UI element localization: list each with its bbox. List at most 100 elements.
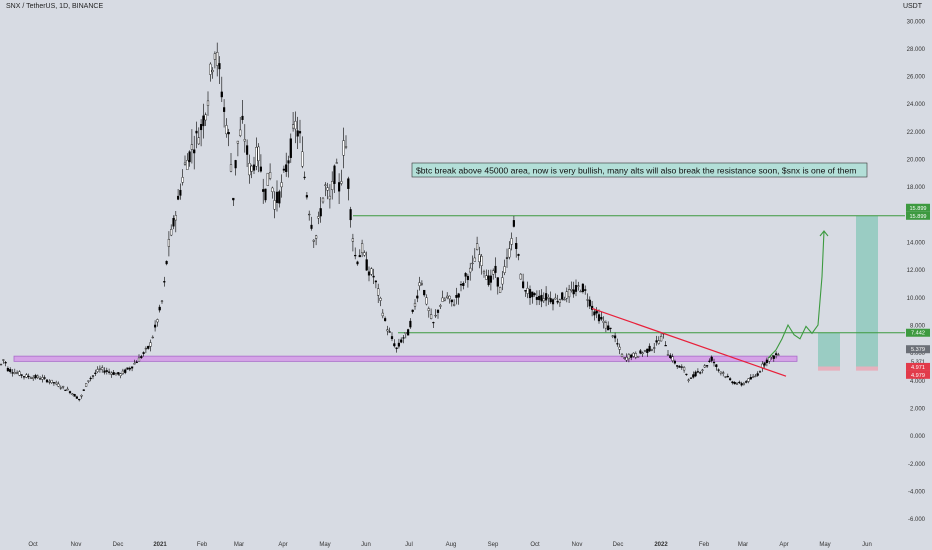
candle-body bbox=[641, 352, 644, 355]
candle-body bbox=[655, 340, 658, 343]
y-tick-label: -2.000 bbox=[908, 462, 926, 468]
candle-body bbox=[202, 115, 205, 127]
candle-body bbox=[586, 299, 589, 301]
candle-body bbox=[505, 257, 509, 259]
candle-body bbox=[630, 354, 633, 358]
candle-body bbox=[94, 372, 97, 374]
x-tick-label: Mar bbox=[234, 542, 244, 548]
candle-body bbox=[285, 164, 288, 172]
candle-body bbox=[494, 265, 497, 273]
candle-body bbox=[234, 160, 237, 169]
candle-body bbox=[271, 187, 274, 192]
candle-body bbox=[264, 188, 267, 201]
candle-body bbox=[742, 383, 745, 385]
candle-body bbox=[538, 295, 541, 301]
candle-body bbox=[618, 346, 621, 350]
candle-body bbox=[204, 114, 207, 121]
candle-body bbox=[570, 289, 573, 291]
candle-body bbox=[255, 147, 258, 167]
candle-body bbox=[683, 367, 686, 371]
candle-body bbox=[103, 370, 106, 373]
candle-body bbox=[384, 318, 387, 321]
candle-body bbox=[241, 115, 244, 120]
candle-body bbox=[740, 383, 743, 386]
candle-body bbox=[632, 352, 635, 357]
x-tick-label: 2021 bbox=[153, 542, 167, 548]
candle-body bbox=[84, 383, 88, 387]
candle-body bbox=[119, 373, 122, 376]
candle-body bbox=[273, 200, 276, 210]
candle-body bbox=[430, 314, 433, 319]
x-tick-label: Jun bbox=[361, 542, 371, 548]
candle-body bbox=[117, 372, 120, 375]
candle-body bbox=[140, 356, 143, 359]
candle-body bbox=[135, 361, 138, 364]
candle-body bbox=[752, 376, 755, 378]
candle-body bbox=[731, 381, 734, 384]
candle-body bbox=[229, 164, 233, 172]
candle-body bbox=[434, 314, 437, 317]
candle-body bbox=[347, 178, 350, 189]
candle-body bbox=[689, 377, 693, 379]
candle-body bbox=[710, 356, 713, 361]
candle-body bbox=[59, 387, 62, 389]
candle-body bbox=[395, 347, 398, 350]
candle-body bbox=[133, 363, 136, 365]
y-tick-label: 2.000 bbox=[910, 407, 926, 413]
candle-body bbox=[381, 312, 384, 317]
candle-body bbox=[528, 289, 532, 299]
candle-body bbox=[471, 262, 474, 265]
y-tick-label: 12.000 bbox=[907, 268, 926, 274]
candle-body bbox=[259, 166, 262, 172]
candle-body bbox=[340, 181, 343, 184]
candle-body bbox=[186, 160, 189, 170]
candle-body bbox=[487, 275, 490, 286]
candle-body bbox=[680, 366, 683, 368]
candle-body bbox=[609, 327, 612, 330]
x-tick-label: Feb bbox=[197, 542, 208, 548]
candle-body bbox=[126, 367, 129, 370]
candle-body bbox=[6, 368, 9, 372]
candle-body bbox=[526, 287, 529, 294]
candle-body bbox=[715, 364, 718, 368]
candle-body bbox=[321, 197, 325, 203]
candle-body bbox=[151, 336, 154, 339]
price-tag-upper-dup-label: 15.899 bbox=[909, 206, 926, 212]
x-tick-label: Sep bbox=[488, 542, 499, 548]
projection-path bbox=[767, 230, 825, 359]
candle-body bbox=[338, 182, 341, 192]
candle-body bbox=[243, 139, 246, 142]
candle-body bbox=[717, 369, 720, 371]
candle-body bbox=[427, 308, 430, 311]
candle-body bbox=[222, 107, 226, 112]
y-tick-label: 18.000 bbox=[907, 185, 926, 191]
candle-body bbox=[170, 229, 173, 236]
candle-body bbox=[492, 270, 495, 275]
candle-body bbox=[439, 305, 442, 307]
candle-body bbox=[213, 53, 216, 60]
candle-body bbox=[462, 283, 465, 286]
candle-body bbox=[128, 367, 131, 370]
candle-body bbox=[372, 275, 375, 278]
candle-body bbox=[206, 100, 210, 106]
y-tick-label: 30.000 bbox=[907, 19, 926, 25]
candle-body bbox=[2, 359, 5, 361]
candle-body bbox=[719, 371, 722, 374]
candle-body bbox=[499, 287, 502, 293]
candle-body bbox=[326, 187, 329, 191]
candle-body bbox=[565, 291, 568, 299]
candle-body bbox=[301, 151, 304, 167]
candle-body bbox=[193, 149, 196, 154]
x-tick-label: Oct bbox=[28, 542, 38, 548]
candle-body bbox=[75, 396, 78, 399]
descending-trend-line bbox=[591, 307, 787, 377]
candle-body bbox=[149, 342, 152, 347]
candle-body bbox=[459, 284, 463, 286]
candle-body bbox=[367, 271, 371, 276]
x-tick-label: Oct bbox=[530, 542, 540, 548]
candle-body bbox=[124, 369, 127, 373]
candle-body bbox=[78, 398, 81, 401]
price-tag-label: 15.899 bbox=[909, 214, 926, 220]
candle-body bbox=[664, 345, 667, 347]
